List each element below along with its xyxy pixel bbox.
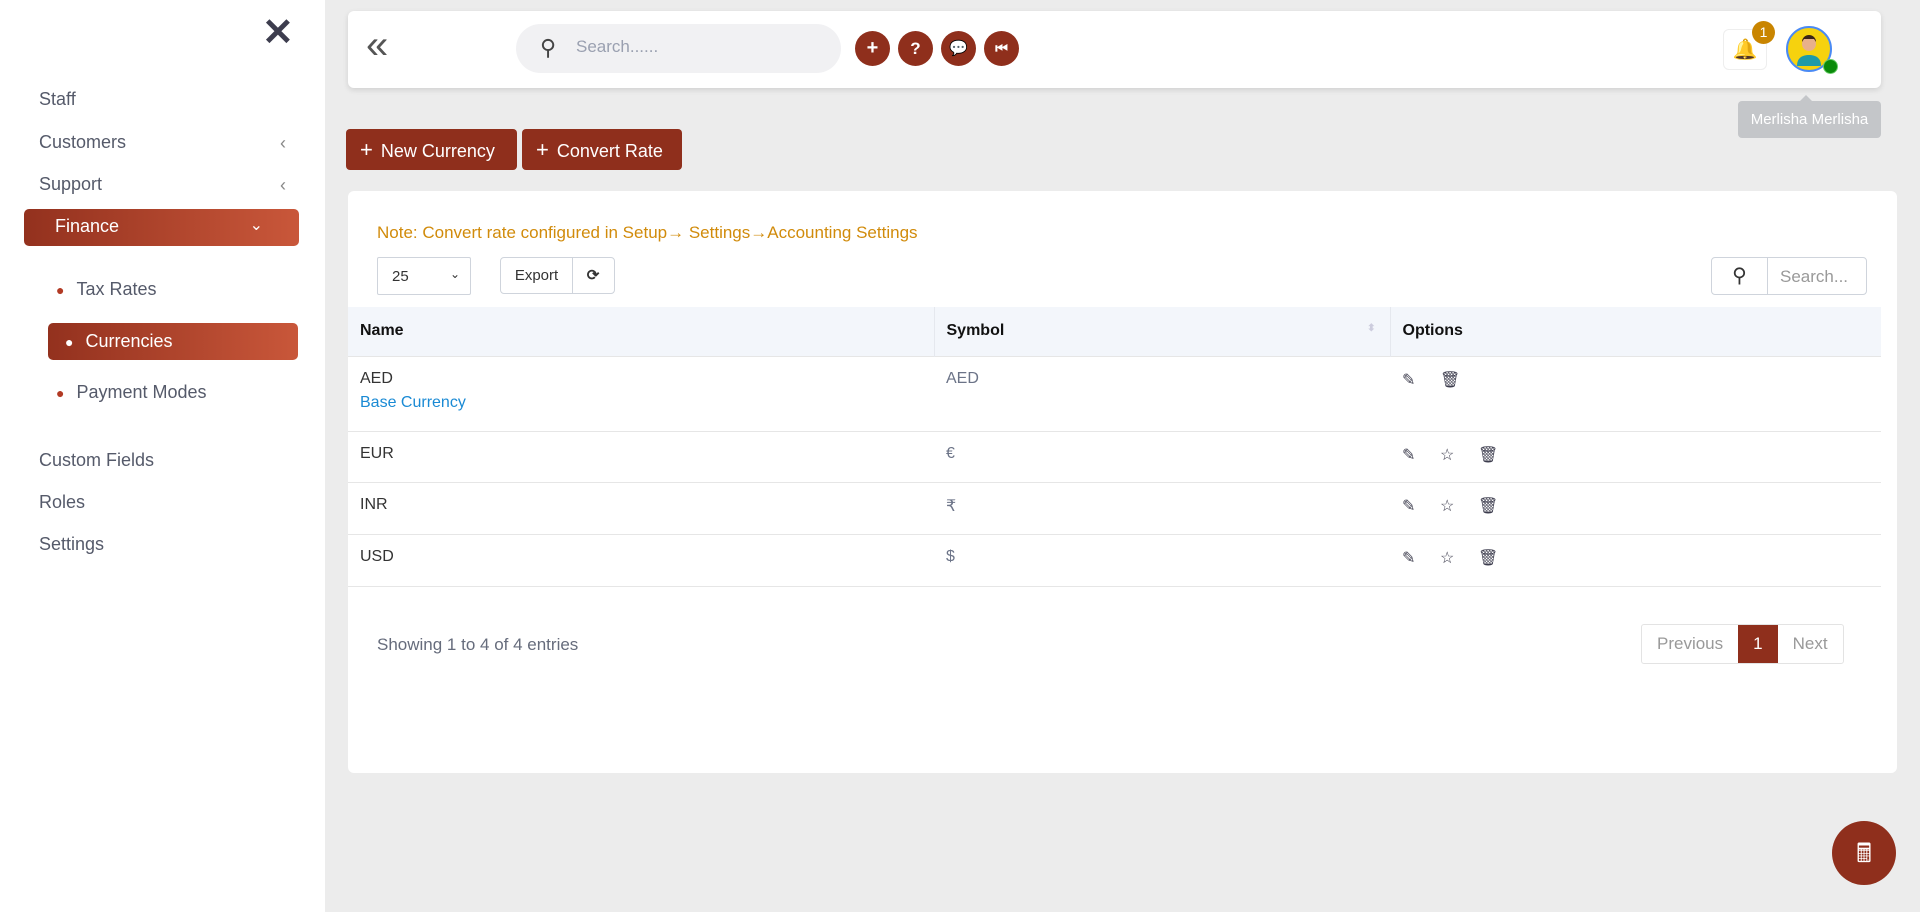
notification-badge: 1 xyxy=(1752,21,1775,44)
star-icon[interactable]: ☆ xyxy=(1440,497,1455,515)
sidebar-item-label: Tax Rates xyxy=(76,279,157,299)
table-search-input[interactable]: Search... xyxy=(1780,267,1849,286)
sidebar-item-roles[interactable]: Roles xyxy=(39,492,86,512)
avatar[interactable] xyxy=(1786,26,1832,72)
cell-options: ✎ ☆ 🗑 xyxy=(1390,481,1881,534)
base-currency-label: Base Currency xyxy=(360,393,466,411)
search-icon: ⚲ xyxy=(540,35,557,60)
table-row: INR ₹ ✎ ☆ 🗑 xyxy=(348,481,1881,534)
sidebar-item-finance[interactable]: Finance ⌄ xyxy=(24,209,299,246)
plus-icon: + xyxy=(360,137,373,162)
sidebar-item-custom-fields[interactable]: Custom Fields xyxy=(39,450,155,470)
cell-symbol: ₹ xyxy=(934,481,1390,534)
chevron-left-icon: ‹ xyxy=(280,133,286,153)
table-row: EUR € ✎ ☆ 🗑 xyxy=(348,430,1881,482)
cell-options: ✎ 🗑 xyxy=(1390,355,1881,431)
search-placeholder: Search...... xyxy=(576,37,659,56)
edit-icon[interactable]: ✎ xyxy=(1402,446,1416,464)
column-label: Symbol xyxy=(946,322,1005,340)
star-icon[interactable]: ☆ xyxy=(1440,549,1455,567)
currency-name: AED xyxy=(360,369,393,387)
table-row: AED Base Currency AED ✎ 🗑 xyxy=(348,355,1881,431)
plus-icon: + xyxy=(536,137,549,162)
sidebar-subitem-payment-modes[interactable]: ● Payment Modes xyxy=(56,382,207,403)
column-header-symbol[interactable]: Symbol ⬍ xyxy=(934,307,1391,356)
export-button[interactable]: Export xyxy=(501,258,573,293)
currencies-card: Note: Convert rate configured in Setup→ … xyxy=(348,191,1897,773)
edit-icon[interactable]: ✎ xyxy=(1402,497,1416,515)
chevron-down-icon: ⌄ xyxy=(449,267,460,281)
trash-icon[interactable]: 🗑 xyxy=(1478,446,1499,464)
sidebar-item-staff[interactable]: Staff xyxy=(39,89,76,109)
bullet-icon: ● xyxy=(56,282,65,299)
edit-icon[interactable]: ✎ xyxy=(1402,549,1416,567)
sidebar: ✕ Staff Customers ‹ Support ‹ Finance ⌄ ●… xyxy=(0,0,325,912)
chat-icon[interactable]: 💬 xyxy=(941,31,976,66)
next-page-button[interactable]: Next xyxy=(1792,634,1828,653)
cell-options: ✎ ☆ 🗑 xyxy=(1390,430,1881,482)
table-row: USD $ ✎ ☆ 🗑 xyxy=(348,533,1881,586)
collapse-sidebar-icon[interactable]: « xyxy=(366,23,389,67)
close-sidebar-icon[interactable]: ✕ xyxy=(262,12,294,54)
sidebar-item-customers[interactable]: Customers xyxy=(39,132,127,152)
user-name-tooltip: Merlisha Merlisha xyxy=(1738,95,1881,138)
sidebar-item-label: Payment Modes xyxy=(76,382,207,402)
bullet-icon: ● xyxy=(56,385,65,402)
page-length-select[interactable]: 25 ⌄ xyxy=(377,257,471,295)
page-1-button[interactable]: 1 xyxy=(1738,625,1778,663)
chevron-left-icon: ‹ xyxy=(280,175,286,195)
cell-symbol: AED xyxy=(934,355,1390,431)
sidebar-subitem-currencies[interactable]: ● Currencies xyxy=(48,323,298,360)
top-header: « ⚲ Search...... + ? 💬 ⏮ 🔔 1 xyxy=(348,11,1881,88)
star-icon[interactable]: ☆ xyxy=(1440,446,1455,464)
convert-rate-button[interactable]: + Convert Rate xyxy=(522,129,682,170)
cell-symbol: € xyxy=(934,430,1390,482)
skip-back-icon[interactable]: ⏮ xyxy=(984,31,1019,66)
notification-bell-icon[interactable]: 🔔 xyxy=(1723,29,1767,70)
calculator-icon[interactable]: 🖩 xyxy=(1832,821,1896,885)
cell-name: INR xyxy=(348,481,934,534)
cell-name: USD xyxy=(348,533,934,586)
export-group: Export ⟳ xyxy=(500,257,615,294)
online-status-indicator xyxy=(1823,59,1838,74)
sidebar-item-label: Finance xyxy=(55,216,120,236)
trash-icon[interactable]: 🗑 xyxy=(1478,549,1499,567)
cell-symbol: $ xyxy=(934,533,1390,586)
trash-icon[interactable]: 🗑 xyxy=(1478,497,1499,515)
table-search: ⚲ Search... xyxy=(1711,257,1867,295)
sidebar-item-label: Currencies xyxy=(85,331,173,351)
cell-name: AED Base Currency xyxy=(348,355,934,431)
column-header-options: Options xyxy=(1390,307,1881,356)
sort-icon[interactable]: ⬍ xyxy=(1367,323,1376,334)
chevron-down-icon: ⌄ xyxy=(249,217,263,234)
sidebar-subitem-tax-rates[interactable]: ● Tax Rates xyxy=(56,279,157,300)
table-header-row: Name Symbol ⬍ Options xyxy=(348,307,1881,356)
quick-add-icon[interactable]: + xyxy=(855,31,890,66)
bullet-icon: ● xyxy=(65,334,74,350)
table-info: Showing 1 to 4 of 4 entries xyxy=(377,635,579,654)
sidebar-item-support[interactable]: Support xyxy=(39,174,103,194)
global-search-input[interactable]: ⚲ Search...... xyxy=(516,24,841,73)
cell-name: EUR xyxy=(348,430,934,482)
help-icon[interactable]: ? xyxy=(898,31,933,66)
search-icon[interactable]: ⚲ xyxy=(1712,258,1768,294)
sidebar-item-settings[interactable]: Settings xyxy=(39,534,105,554)
trash-icon[interactable]: 🗑 xyxy=(1440,371,1461,389)
edit-icon[interactable]: ✎ xyxy=(1402,371,1416,389)
previous-page-button[interactable]: Previous xyxy=(1657,634,1724,653)
new-currency-button[interactable]: + New Currency xyxy=(346,129,517,170)
convert-rate-note: Note: Convert rate configured in Setup→ … xyxy=(377,223,918,242)
button-label: Convert Rate xyxy=(556,141,663,161)
cell-options: ✎ ☆ 🗑 xyxy=(1390,533,1881,586)
currencies-table: Name Symbol ⬍ Options AED Base Currency AE… xyxy=(348,307,1881,587)
button-label: New Currency xyxy=(380,141,495,161)
refresh-icon[interactable]: ⟳ xyxy=(586,267,600,284)
page-length-value: 25 xyxy=(392,268,409,285)
column-header-name[interactable]: Name xyxy=(348,307,935,356)
pagination: Previous 1 Next xyxy=(1641,624,1844,664)
